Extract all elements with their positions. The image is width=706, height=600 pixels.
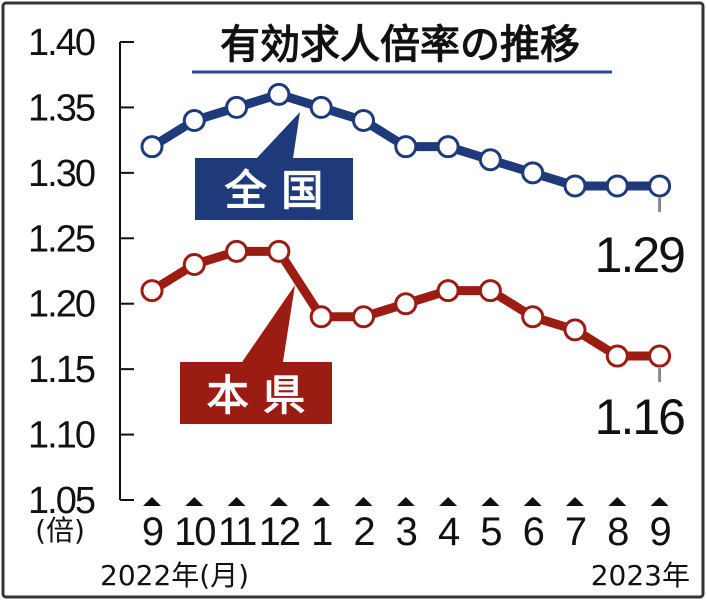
- chart-title: 有効求人倍率の推移: [220, 22, 580, 68]
- legend-prefecture-box: [180, 362, 332, 424]
- x-axis: 9 10 11 12 1 2 3 4 5 6 7 8 9: [142, 497, 672, 554]
- x-tick-label: 9: [142, 510, 163, 554]
- x-tick-marker: [523, 497, 542, 506]
- x-tick-label: 8: [607, 510, 628, 554]
- data-point: [521, 161, 545, 185]
- data-point: [225, 95, 249, 119]
- x-end-label: 2023年: [591, 559, 690, 592]
- x-tick-label: 7: [565, 510, 586, 554]
- y-tick-label: 1.05: [28, 480, 95, 522]
- x-tick-marker: [396, 497, 415, 506]
- data-point: [478, 279, 502, 303]
- data-point: [225, 239, 249, 263]
- data-point: [394, 135, 418, 159]
- data-point: [563, 174, 587, 198]
- data-point: [436, 135, 460, 159]
- x-tick-marker: [312, 497, 331, 506]
- data-point: [478, 148, 502, 172]
- x-tick-marker: [650, 497, 669, 506]
- data-point: [267, 82, 291, 106]
- y-tick-label: 1.15: [28, 349, 95, 391]
- y-tick-label: 1.10: [28, 415, 95, 457]
- data-point: [605, 174, 629, 198]
- data-point: [309, 95, 333, 119]
- x-tick-marker: [227, 497, 246, 506]
- y-tick-label: 1.30: [28, 153, 95, 195]
- x-tick-label: 11: [218, 510, 256, 554]
- x-tick-marker: [481, 497, 500, 506]
- y-tick-label: 1.40: [28, 22, 95, 64]
- x-tick-marker: [566, 497, 584, 506]
- legend-prefecture-label: 本 県: [207, 371, 306, 420]
- x-tick-marker: [143, 497, 161, 506]
- data-point: [648, 174, 672, 198]
- legend-prefecture: 本 県: [180, 285, 332, 424]
- data-point: [309, 305, 333, 329]
- x-tick-label: 3: [396, 510, 417, 554]
- y-tick-label: 1.35: [28, 87, 95, 129]
- legend-prefecture-pointer: [240, 285, 295, 368]
- data-point: [182, 252, 206, 276]
- x-tick-label: 5: [480, 510, 501, 554]
- x-tick-marker: [354, 497, 373, 506]
- legend-national-pointer: [255, 112, 300, 165]
- x-tick-marker: [439, 497, 458, 506]
- x-tick-label: 4: [438, 510, 460, 554]
- x-start-label: 2022年(月): [100, 559, 249, 592]
- legend-national: 全 国: [195, 112, 353, 220]
- data-point: [436, 279, 460, 303]
- y-tick-label: 1.20: [28, 284, 95, 326]
- data-point: [140, 135, 164, 159]
- x-tick-marker: [608, 497, 627, 506]
- series-national: 1.29: [140, 82, 686, 283]
- data-point: [605, 344, 629, 368]
- series-prefecture: 1.16: [140, 239, 686, 445]
- x-tick-marker: [185, 497, 204, 506]
- data-point: [182, 109, 206, 133]
- x-tick-label: 12: [259, 510, 300, 554]
- y-axis-ticks: 1.40 1.35 1.30 1.25 1.20 1.15 1.10 1.05: [28, 22, 134, 522]
- x-tick-label: 9: [649, 510, 670, 554]
- data-point: [563, 318, 587, 342]
- x-tick-label: 10: [174, 510, 215, 554]
- x-tick-label: 1: [311, 510, 332, 554]
- data-point: [394, 292, 418, 316]
- data-point: [140, 279, 164, 303]
- y-axis-unit: (倍): [35, 514, 85, 547]
- data-point: [521, 305, 545, 329]
- x-tick-label: 6: [523, 510, 544, 554]
- legend-national-label: 全 国: [224, 166, 324, 215]
- data-point: [267, 239, 291, 263]
- y-tick-label: 1.25: [28, 218, 95, 260]
- x-tick-marker: [269, 497, 288, 506]
- end-value-label: 1.29: [595, 227, 685, 283]
- x-tick-label: 2: [353, 510, 374, 554]
- data-point: [648, 344, 672, 368]
- legend-national-box: [195, 158, 353, 220]
- data-point: [352, 305, 375, 329]
- end-value-label: 1.16: [595, 389, 685, 445]
- data-point: [352, 109, 375, 133]
